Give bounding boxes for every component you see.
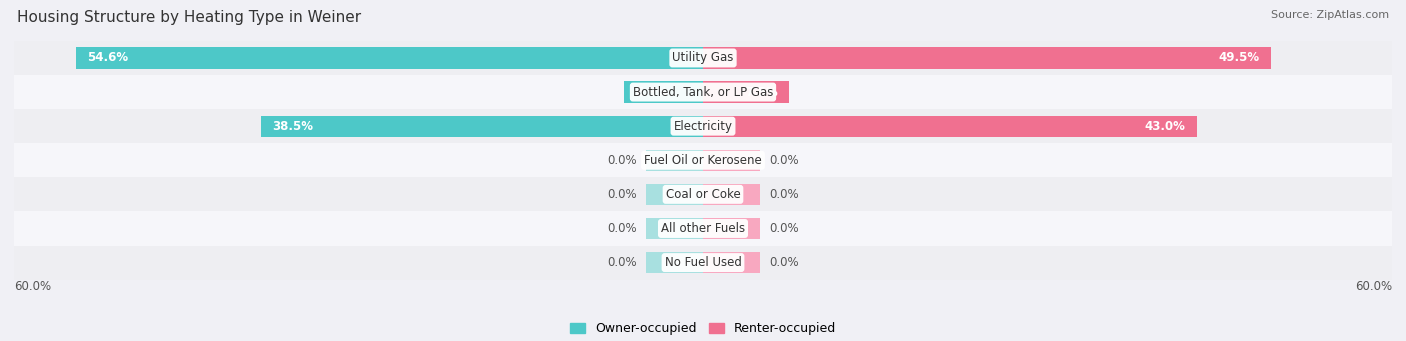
Text: 0.0%: 0.0%	[607, 256, 637, 269]
Bar	[645, 252, 703, 273]
Text: 0.0%: 0.0%	[769, 222, 799, 235]
Text: All other Fuels: All other Fuels	[661, 222, 745, 235]
Text: 60.0%: 60.0%	[14, 280, 51, 293]
Text: 60.0%: 60.0%	[1355, 280, 1392, 293]
Bar	[14, 41, 1392, 75]
Bar	[645, 184, 703, 205]
Text: Electricity: Electricity	[673, 120, 733, 133]
Text: Housing Structure by Heating Type in Weiner: Housing Structure by Heating Type in Wei…	[17, 10, 361, 25]
Text: Coal or Coke: Coal or Coke	[665, 188, 741, 201]
Text: Source: ZipAtlas.com: Source: ZipAtlas.com	[1271, 10, 1389, 20]
Bar	[645, 150, 703, 171]
Bar	[703, 252, 761, 273]
Text: 38.5%: 38.5%	[273, 120, 314, 133]
Text: 0.0%: 0.0%	[607, 188, 637, 201]
Bar	[624, 81, 703, 103]
Bar	[14, 177, 1392, 211]
Text: 54.6%: 54.6%	[87, 51, 129, 64]
Bar	[703, 81, 789, 103]
Text: 0.0%: 0.0%	[769, 188, 799, 201]
Bar	[14, 75, 1392, 109]
Bar	[703, 150, 761, 171]
Text: No Fuel Used: No Fuel Used	[665, 256, 741, 269]
Bar	[14, 246, 1392, 280]
Text: Fuel Oil or Kerosene: Fuel Oil or Kerosene	[644, 154, 762, 167]
Bar	[262, 116, 703, 137]
Text: Utility Gas: Utility Gas	[672, 51, 734, 64]
Text: 0.0%: 0.0%	[769, 256, 799, 269]
Text: 0.0%: 0.0%	[607, 222, 637, 235]
Bar	[14, 211, 1392, 246]
Bar	[14, 143, 1392, 177]
Bar	[14, 109, 1392, 143]
Text: 43.0%: 43.0%	[1144, 120, 1185, 133]
Legend: Owner-occupied, Renter-occupied: Owner-occupied, Renter-occupied	[565, 317, 841, 340]
Text: Bottled, Tank, or LP Gas: Bottled, Tank, or LP Gas	[633, 86, 773, 99]
Bar	[703, 116, 1197, 137]
Bar	[703, 47, 1271, 69]
Text: 7.5%: 7.5%	[745, 86, 778, 99]
Bar	[645, 218, 703, 239]
Bar	[76, 47, 703, 69]
Bar	[703, 184, 761, 205]
Bar	[703, 218, 761, 239]
Text: 49.5%: 49.5%	[1219, 51, 1260, 64]
Text: 0.0%: 0.0%	[607, 154, 637, 167]
Text: 0.0%: 0.0%	[769, 154, 799, 167]
Text: 6.9%: 6.9%	[636, 86, 668, 99]
